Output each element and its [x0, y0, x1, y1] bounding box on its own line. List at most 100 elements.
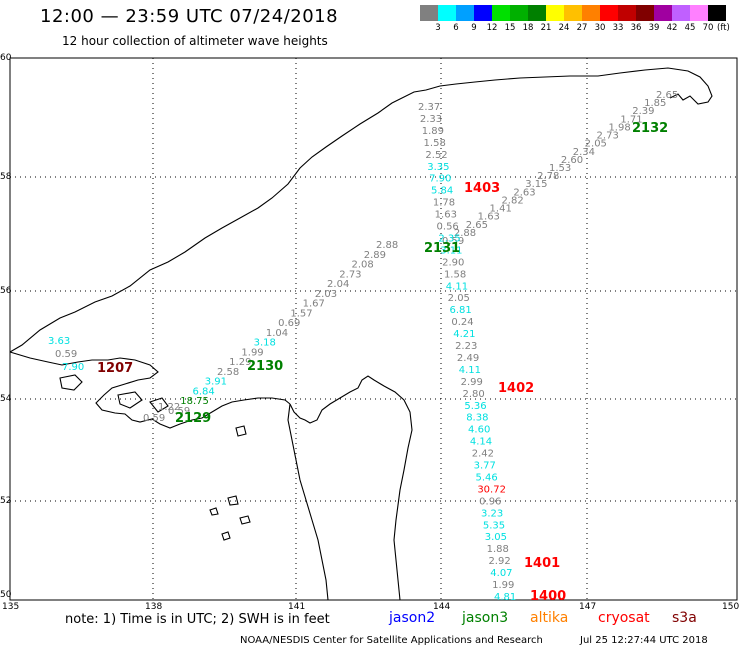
wave-height-value: 2.78: [537, 171, 559, 182]
wave-height-value: 2.60: [561, 155, 583, 166]
island-1: [59, 374, 83, 391]
wave-height-value: 1.58: [424, 138, 446, 149]
map-title: 12:00 — 23:59 UTC 07/24/2018: [40, 6, 339, 27]
footer-credit: NOAA/NESDIS Center for Satellite Applica…: [240, 635, 543, 646]
wave-height-value: 2.04: [327, 279, 349, 290]
longitude-tick: 141: [288, 602, 306, 612]
wave-height-value: 1.85: [644, 98, 666, 109]
legend-label: 15: [504, 23, 516, 33]
wave-height-value: 2.89: [364, 250, 386, 261]
wave-height-value: 2.08: [352, 260, 374, 271]
coastline: [9, 67, 713, 601]
wave-height-value: 2.65: [466, 220, 488, 231]
latitude-tick: 52: [0, 496, 12, 506]
satellite-altika: altika: [530, 610, 569, 626]
legend-label: 12: [486, 23, 498, 33]
wave-height-value: 5.35: [483, 520, 505, 531]
wave-height-value: 4.60: [468, 425, 490, 436]
wave-height-value: 7.90: [429, 174, 451, 185]
latitude-tick: 54: [0, 394, 12, 404]
wave-height-value: 1.98: [608, 122, 630, 133]
wave-height-value: 7.90: [62, 362, 84, 373]
northern-coast: [9, 67, 713, 353]
island-2: [117, 391, 143, 409]
wave-height-value: 1.41: [490, 204, 512, 215]
wave-height-value: 1.29: [229, 357, 251, 368]
legend-swatch: [654, 5, 672, 21]
legend-swatch: [600, 5, 618, 21]
mainland-coast: [287, 403, 329, 601]
wave-height-value: 8.38: [466, 413, 488, 424]
wave-height-value: 1.78: [433, 198, 455, 209]
wave-height-value: 3.18: [254, 338, 276, 349]
longitude-tick: 150: [722, 602, 740, 612]
wave-height-value: 3.63: [48, 336, 70, 347]
legend-swatch: [492, 5, 510, 21]
islet-2: [239, 515, 251, 525]
pass-number: 2131: [424, 241, 460, 256]
wave-height-value: 0.96: [479, 496, 501, 507]
longitude-tick: 144: [433, 602, 451, 612]
pass-labels: 2132 1403 2131 2130 1207 2129 1402 1401 1400: [97, 121, 668, 604]
wave-height-value: 2.92: [488, 556, 510, 567]
wave-height-value: 5.36: [464, 401, 486, 412]
legend-label: 36: [630, 23, 642, 33]
pass-number: 2129: [175, 411, 211, 426]
wave-height-value: 2.65: [656, 90, 678, 101]
footer-timestamp: Jul 25 12:27:44 UTC 2018: [580, 635, 708, 646]
wave-height-value: 6.84: [192, 386, 214, 397]
wave-height-value: 3.91: [205, 377, 227, 388]
wave-height-value: 2.88: [376, 240, 398, 251]
wave-height-value: 1.63: [435, 210, 457, 221]
island-3: [149, 397, 169, 413]
pass-number: 1400: [530, 589, 566, 604]
legend-swatch: [672, 5, 690, 21]
legend-label: 33: [612, 23, 624, 33]
pass-number: 1401: [524, 556, 560, 571]
wave-height-value: 3.23: [481, 508, 503, 519]
wave-height-value: 3.11: [440, 245, 462, 256]
legend-label: 27: [576, 23, 588, 33]
longitude-tick: 135: [2, 602, 20, 612]
wave-height-value: 4.07: [490, 568, 512, 579]
wave-height-value: 0.59: [168, 406, 190, 417]
wave-height-value: 4.11: [446, 281, 468, 292]
legend-swatch: [582, 5, 600, 21]
wave-height-value: 2.99: [461, 377, 483, 388]
map-frame: [9, 57, 738, 601]
wave-height-value: 2.73: [339, 269, 361, 280]
wave-height-value: 1.53: [549, 163, 571, 174]
islet-3: [221, 531, 231, 541]
wave-height-value: 2.42: [472, 449, 494, 460]
latitude-tick: 58: [0, 172, 12, 182]
wave-height-labels: 2.651.852.391.711.982.732.052.342.601.53…: [48, 90, 678, 603]
legend-label: 3: [435, 23, 441, 33]
wave-height-value: 2.23: [455, 341, 477, 352]
wave-height-value: 5.46: [475, 472, 497, 483]
wave-height-value: 6.81: [450, 305, 472, 316]
color-scale-legend: [420, 5, 726, 21]
legend-swatch: [456, 5, 474, 21]
wave-height-value: 2.03: [315, 289, 337, 300]
wave-height-value: 1.22: [158, 402, 180, 413]
wave-height-value: 2.35: [438, 233, 460, 244]
wave-height-value: 2.37: [418, 102, 440, 113]
legend-label: 42: [666, 23, 678, 33]
wave-height-value: 0.69: [278, 318, 300, 329]
wave-height-value: 18.75: [180, 396, 209, 407]
longitude-tick: 147: [579, 602, 597, 612]
legend-label: 9: [471, 23, 477, 33]
wave-height-value: 30.72: [477, 484, 506, 495]
wave-height-value: 1.63: [478, 212, 500, 223]
legend-swatch: [564, 5, 582, 21]
legend-swatch: [618, 5, 636, 21]
wave-height-value: 1.88: [487, 544, 509, 555]
graticule: [10, 58, 737, 600]
wave-height-value: 1.99: [492, 580, 514, 591]
wave-height-value: 2.34: [573, 147, 595, 158]
wave-height-value: 2.49: [457, 353, 479, 364]
wave-height-value: 5.84: [431, 186, 453, 197]
legend-swatch: [708, 5, 726, 21]
wave-height-value: 1.58: [444, 269, 466, 280]
